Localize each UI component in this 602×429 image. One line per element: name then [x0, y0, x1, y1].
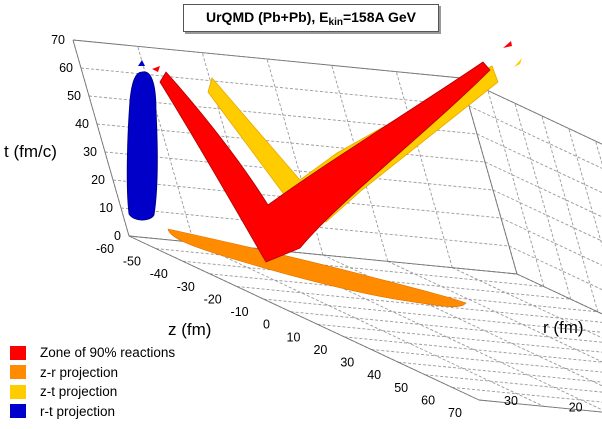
legend-item: z-t projection — [10, 382, 175, 402]
x-axis-tick-label: 30 — [340, 356, 354, 370]
back-wall-gridline — [541, 115, 599, 312]
floor-gridline — [258, 248, 602, 411]
side-wall-gridline — [266, 58, 324, 256]
box-edge — [478, 399, 602, 413]
x-axis-tick-label: -10 — [231, 305, 249, 319]
x-axis-tick-label: -40 — [150, 267, 168, 281]
legend-item: r-t projection — [10, 402, 175, 422]
zone-90-percent-reactions-region — [159, 61, 491, 263]
x-axis-tick-label: 20 — [313, 343, 327, 357]
x-axis-tick-label: 60 — [421, 393, 435, 407]
legend: Zone of 90% reactions z-r projection z-t… — [10, 343, 175, 421]
z-axis-tick-label: 10 — [99, 201, 113, 215]
back-wall-gridline — [500, 217, 602, 266]
z-axis-tick-label: 30 — [83, 145, 97, 159]
back-wall-gridline — [516, 273, 602, 315]
chart-title-prefix: UrQMD (Pb+Pb), E — [206, 9, 329, 25]
back-wall-gridline — [476, 133, 602, 194]
box-edge — [460, 77, 602, 145]
r-t-projection-region — [126, 71, 158, 221]
zone-90-percent-reactions-fragment-right — [503, 41, 512, 48]
legend-label: Zone of 90% reactions — [40, 345, 176, 361]
x-axis-tick-label: -30 — [177, 280, 195, 294]
zone-90-percent-reactions-fragment-left — [152, 66, 160, 72]
z-axis-tick-label: 70 — [51, 33, 65, 47]
legend-label: z-r projection — [40, 364, 119, 380]
y-axis-tick-label: 20 — [569, 400, 583, 414]
x-axis-tick-label: -60 — [96, 242, 114, 256]
chart-title: UrQMD (Pb+Pb), Ekin=158A GeV — [183, 4, 439, 32]
legend-swatch — [10, 384, 26, 399]
z-axis-tick-label: 40 — [75, 117, 89, 131]
legend-swatch — [10, 345, 26, 360]
back-wall-gridline — [514, 103, 572, 300]
x-axis-tick-label: 0 — [263, 318, 270, 332]
x-axis-label: z (fm) — [168, 320, 211, 339]
grid-lines — [72, 39, 602, 413]
z-t-projection-fragment-right — [514, 58, 522, 67]
x-axis-tick-label: 10 — [287, 330, 301, 344]
legend-swatch — [10, 365, 26, 380]
z-r-projection-region — [167, 228, 467, 307]
chart-title-subscript: kin — [328, 17, 343, 28]
legend-item: z-r projection — [10, 363, 175, 383]
back-wall-gridline — [487, 90, 545, 287]
x-axis-tick-label: 50 — [394, 381, 408, 395]
data-shapes — [126, 41, 522, 307]
y-axis-label: r (fm) — [543, 318, 584, 337]
legend-label: z-t projection — [40, 384, 118, 400]
side-wall-gridline — [395, 71, 453, 268]
tick-labels: 010203040506070-60-50-40-30-20-100102030… — [51, 33, 583, 420]
box-edge — [516, 273, 602, 315]
z-axis-tick-label: 0 — [114, 229, 121, 243]
box-edge — [460, 77, 518, 275]
back-wall-gridline — [468, 105, 602, 169]
chart-title-suffix: =158A GeV — [342, 9, 416, 25]
x-axis-tick-label: -50 — [123, 255, 141, 269]
y-axis-tick-label: 30 — [504, 394, 518, 408]
legend-item: Zone of 90% reactions — [10, 343, 175, 363]
x-axis-tick-label: -20 — [204, 293, 222, 307]
z-axis-tick-label: 20 — [91, 173, 105, 187]
side-wall-gridline — [137, 46, 195, 243]
z-axis-tick-label: 60 — [59, 61, 73, 75]
legend-label: r-t projection — [40, 403, 116, 419]
x-axis-tick-label: 40 — [367, 368, 381, 382]
back-wall-gridline — [484, 161, 602, 218]
box-edge — [72, 39, 462, 79]
back-wall-gridline — [568, 128, 602, 247]
floor-gridline — [193, 241, 544, 407]
z-axis-tick-label: 50 — [67, 89, 81, 103]
r-t-projection-top — [138, 60, 145, 66]
box-edge — [72, 39, 130, 237]
x-axis-tick-label: 70 — [448, 406, 462, 420]
floor-gridline — [516, 273, 602, 315]
z-axis-label: t (fm/c) — [4, 142, 57, 161]
legend-swatch — [10, 404, 26, 419]
box-edge — [128, 235, 480, 401]
